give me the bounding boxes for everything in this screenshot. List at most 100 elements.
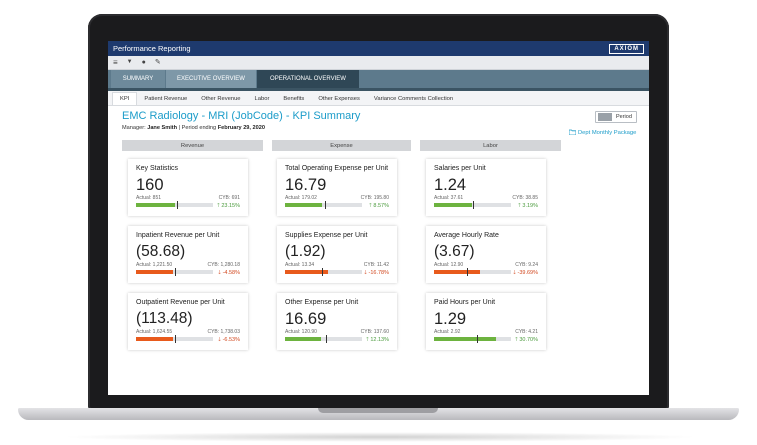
- app-title: Performance Reporting: [113, 44, 191, 53]
- kpi-card-supplies-expense-per-unit[interactable]: Supplies Expense per Unit (1.92) Actual: 1…: [277, 226, 397, 283]
- kpi-change-value: -16.78%: [368, 270, 390, 276]
- arrow-up-icon: 🡑: [514, 337, 518, 343]
- arrow-down-icon: 🡓: [364, 270, 367, 276]
- kpi-actual: Actual: 2.92: [434, 329, 461, 335]
- kpi-target-marker: [325, 201, 327, 209]
- kpi-content: EMC Radiology - MRI (JobCode) - KPI Summ…: [108, 106, 649, 395]
- section-header-revenue: Revenue: [122, 140, 263, 151]
- comment-icon[interactable]: ●: [141, 59, 146, 66]
- kpi-cyb: CYB: 4.21: [515, 329, 538, 335]
- sub-tabs: KPI Patient Revenue Other Revenue Labor …: [108, 91, 649, 106]
- kpi-progress-fill: [136, 203, 175, 207]
- subtab-other-revenue[interactable]: Other Revenue: [201, 96, 241, 102]
- kpi-target-marker: [325, 335, 327, 343]
- subtab-labor[interactable]: Labor: [254, 96, 270, 102]
- arrow-down-icon: 🡓: [218, 270, 222, 276]
- kpi-change-value: 8.57%: [373, 203, 389, 209]
- kpi-change: 🡓 -6.53%: [218, 336, 240, 345]
- kpi-target-marker: [174, 268, 176, 276]
- kpi-target-marker: [467, 268, 469, 276]
- manager-line: Manager: Jane Smith | Period ending Febr…: [122, 125, 265, 131]
- subtab-kpi[interactable]: KPI: [112, 92, 138, 105]
- kpi-title: Outpatient Revenue per Unit: [136, 299, 225, 306]
- kpi-cyb: CYB: 11.42: [363, 262, 389, 268]
- app-screen: Performance Reporting AXIOM ≡ ▼ ● ✎ SUMM…: [108, 41, 649, 395]
- kpi-value: 1.24: [434, 176, 467, 194]
- kpi-progress-fill: [285, 270, 329, 274]
- dept-link-label: Dept Monthly Package: [578, 130, 637, 136]
- kpi-card-other-expense-per-unit[interactable]: Other Expense per Unit 16.69 Actual: 120.9…: [277, 293, 397, 350]
- kpi-target-marker: [321, 268, 323, 276]
- period-end-date: February 29, 2020: [217, 125, 265, 131]
- kpi-title: Key Statistics: [136, 165, 179, 172]
- kpi-target-marker: [176, 201, 178, 209]
- kpi-card-total-operating-expense-per-unit[interactable]: Total Operating Expense per Unit 16.79 Act…: [277, 159, 397, 216]
- kpi-change-value: 30.70%: [519, 337, 538, 343]
- tab-operational-overview[interactable]: OPERATIONAL OVERVIEW: [256, 70, 359, 88]
- tools-icon[interactable]: ✎: [154, 59, 161, 66]
- kpi-progress-bar: [285, 201, 362, 209]
- subtab-other-expenses[interactable]: Other Expenses: [318, 96, 360, 102]
- folder-icon: [568, 129, 577, 137]
- arrow-down-icon: 🡓: [218, 337, 222, 343]
- period-prefix: | Period ending: [178, 125, 217, 131]
- dept-monthly-package-link[interactable]: Dept Monthly Package: [568, 129, 637, 137]
- kpi-progress-bar: [285, 268, 362, 276]
- filter-icon[interactable]: ▼: [126, 59, 133, 65]
- kpi-change-value: -39.69%: [517, 270, 539, 276]
- tab-summary[interactable]: SUMMARY: [111, 70, 165, 88]
- kpi-card-paid-hours-per-unit[interactable]: Paid Hours per Unit 1.29 Actual: 2.92 CYB: …: [426, 293, 546, 350]
- kpi-value: (1.92): [285, 243, 326, 260]
- menu-icon[interactable]: ≡: [113, 58, 118, 67]
- kpi-card-outpatient-revenue-per-unit[interactable]: Outpatient Revenue per Unit (113.48) Actua…: [128, 293, 248, 350]
- kpi-change: 🡓 -39.69%: [513, 269, 538, 278]
- subtab-benefits[interactable]: Benefits: [283, 96, 305, 102]
- kpi-value: (113.48): [136, 310, 193, 327]
- kpi-actual: Actual: 13.34: [285, 262, 315, 268]
- kpi-title: Total Operating Expense per Unit: [285, 165, 389, 172]
- tab-executive-overview[interactable]: EXECUTIVE OVERVIEW: [165, 70, 256, 88]
- kpi-progress-bar: [136, 268, 213, 276]
- kpi-title: Inpatient Revenue per Unit: [136, 232, 220, 239]
- subtab-variance-comments[interactable]: Variance Comments Collection: [373, 96, 454, 102]
- manager-prefix: Manager:: [122, 125, 146, 131]
- subtab-patient-revenue[interactable]: Patient Revenue: [144, 96, 188, 102]
- kpi-card-inpatient-revenue-per-unit[interactable]: Inpatient Revenue per Unit (58.68) Actual:…: [128, 226, 248, 283]
- arrow-up-icon: 🡑: [365, 337, 369, 343]
- arrow-down-icon: 🡓: [513, 270, 516, 276]
- kpi-progress-bar: [136, 335, 213, 343]
- kpi-title: Salaries per Unit: [434, 165, 486, 172]
- axiom-logo: AXIOM: [609, 43, 644, 54]
- kpi-card-salaries-per-unit[interactable]: Salaries per Unit 1.24 Actual: 37.61 CYB: 3…: [426, 159, 546, 216]
- kpi-change: 🡑 8.57%: [369, 202, 389, 211]
- kpi-progress-bar: [136, 201, 213, 209]
- kpi-change: 🡑 30.70%: [515, 336, 538, 345]
- kpi-card-average-hourly-rate[interactable]: Average Hourly Rate (3.67) Actual: 12.90 CY…: [426, 226, 546, 283]
- period-button-label: Period: [616, 114, 632, 120]
- kpi-progress-bar: [434, 335, 511, 343]
- title-bar: Performance Reporting AXIOM: [108, 41, 649, 56]
- kpi-progress-fill: [434, 203, 472, 207]
- kpi-progress-fill: [434, 337, 496, 341]
- kpi-value: (3.67): [434, 243, 475, 260]
- arrow-up-icon: 🡑: [517, 203, 521, 209]
- manager-name: Jane Smith: [147, 125, 178, 131]
- kpi-title: Supplies Expense per Unit: [285, 232, 368, 239]
- kpi-actual: Actual: 179.02: [285, 195, 317, 201]
- kpi-progress-fill: [285, 337, 322, 341]
- kpi-cyb: CYB: 1,738.03: [207, 329, 240, 335]
- kpi-change: 🡓 -4.58%: [218, 269, 240, 278]
- kpi-value: (58.68): [136, 243, 186, 260]
- kpi-progress-fill: [285, 203, 322, 207]
- kpi-progress-bar: [434, 268, 511, 276]
- kpi-actual: Actual: 1,624.55: [136, 329, 173, 335]
- kpi-card-key-statistics[interactable]: Key Statistics 160 Actual: 851 CYB: 691 🡑 23…: [128, 159, 248, 216]
- main-nav-tabs: SUMMARY EXECUTIVE OVERVIEW OPERATIONAL O…: [108, 70, 649, 88]
- kpi-change: 🡑 12.13%: [366, 336, 389, 345]
- period-toggle-button[interactable]: Period: [595, 111, 637, 123]
- section-header-labor: Labor: [420, 140, 561, 151]
- page-title: EMC Radiology - MRI (JobCode) - KPI Summ…: [122, 110, 361, 122]
- kpi-change-value: 12.13%: [370, 337, 389, 343]
- kpi-progress-fill: [136, 270, 173, 274]
- kpi-actual: Actual: 120.90: [285, 329, 317, 335]
